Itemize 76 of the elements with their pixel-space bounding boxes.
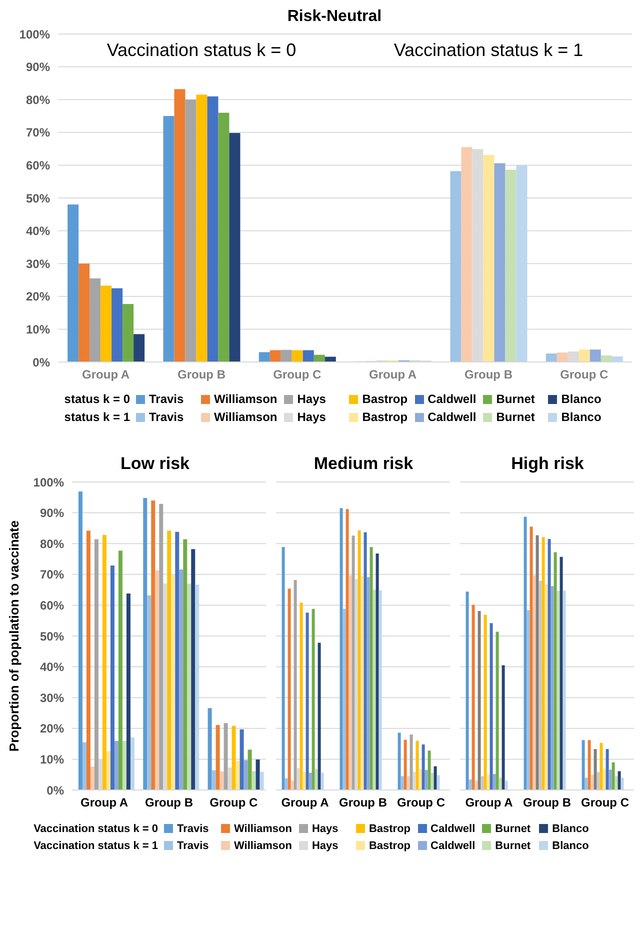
legend-label: Travis [177,822,209,834]
chart-title: High risk [510,454,585,474]
legend-label: Blanco [561,410,602,424]
text: status k = 0 [63,392,131,406]
legend-label: Caldwell [430,822,476,834]
legend-label: Blanco [561,392,602,406]
legend-label: Travis [177,840,209,852]
x-tick-label: Group C [581,796,630,810]
legend-label: Burnet [495,822,531,834]
y-tick-label: 100% [19,27,50,42]
x-tick-label: Group A [80,796,128,810]
chart-title: Low risk [120,454,190,474]
y-tick-label: 20% [40,722,64,736]
x-tick-label: Group C [273,368,322,382]
legend-label: Bastrop [362,392,408,406]
legend-label: Burnet [496,392,535,406]
legend-label: Williamson [214,392,278,406]
y-tick-label: 0% [46,783,64,798]
legend-label: Bastrop [362,410,408,424]
y-tick-label: 40% [26,224,50,238]
legend-label: Caldwell [428,392,476,406]
x-tick-label: Group A [465,796,514,810]
text: status k = 1 [63,410,131,424]
y-tick-label: 10% [26,322,50,336]
annotation: Vaccination status k = 0 [106,40,298,61]
x-tick-label: Group A [82,368,130,382]
y-tick-label: 70% [26,126,50,140]
x-tick-label: Group C [560,368,608,382]
chart-title: Medium risk [312,454,414,474]
legend-label: Burnet [496,410,535,424]
legend-label: Blanco [552,840,589,852]
x-tick-label: Group C [397,796,446,810]
legend-label: Hays [312,840,338,852]
x-tick-label: Group B [339,796,388,810]
legend-label: Williamson [234,822,292,834]
legend-label: Hays [297,392,326,406]
x-tick-label: Group A [281,796,330,810]
annotation: Vaccination status k = 1 [392,40,584,61]
y-tick-label: 80% [40,536,64,551]
x-tick-label: Group B [178,368,226,382]
legend-label: Bastrop [368,822,411,834]
y-tick-label: 30% [40,690,64,705]
legend-label: Hays [297,410,326,424]
chart-title: Risk-Neutral [286,8,383,26]
text: Vaccination status k = 0 [32,822,159,834]
y-tick-label: 40% [40,660,64,674]
y-tick-label: 70% [40,568,64,582]
y-tick-label: 0% [32,355,50,370]
y-tick-label: 50% [40,629,64,644]
legend-label: Bastrop [368,840,411,852]
legend-label: Caldwell [428,410,476,424]
y-tick-label: 60% [40,598,64,612]
x-tick-label: Group B [145,796,194,810]
y-tick-label: 100% [33,475,64,490]
y-tick-label: 90% [26,60,50,74]
y-tick-label: 10% [40,752,64,766]
x-tick-label: Group A [369,368,417,382]
legend-label: Burnet [495,840,531,852]
legend-label: Hays [312,822,338,834]
x-tick-label: Group B [464,368,513,382]
y-tick-label: 90% [40,506,64,520]
x-tick-label: Group B [523,796,572,810]
text: Vaccination status k = 1 [32,840,159,852]
y-tick-label: 20% [26,290,50,304]
y-tick-label: 80% [26,92,50,107]
legend-label: Williamson [234,840,292,852]
y-tick-label: 60% [26,158,50,172]
legend-label: Caldwell [430,840,476,852]
y-tick-label: 30% [26,256,50,271]
y-axis-title: Proportion of population to vaccinate [6,520,22,752]
y-tick-label: 50% [26,191,50,206]
x-tick-label: Group C [210,796,258,810]
legend-label: Blanco [552,822,589,834]
legend-label: Williamson [214,410,278,424]
legend-label: Travis [149,392,184,406]
legend-label: Travis [149,410,184,424]
